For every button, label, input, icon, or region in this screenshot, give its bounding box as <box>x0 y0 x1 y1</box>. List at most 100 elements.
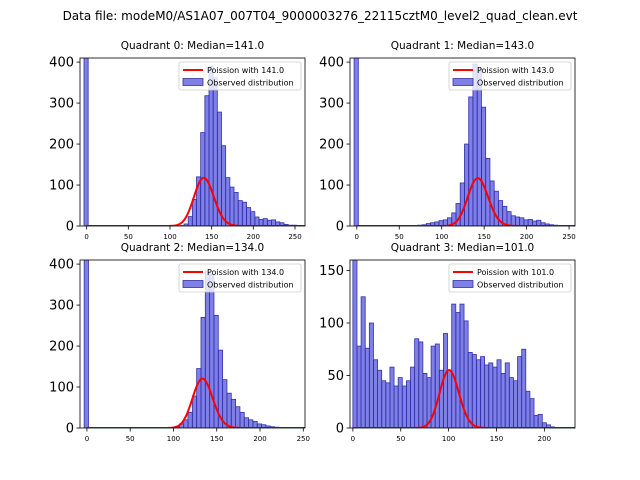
legend-bar-swatch <box>182 280 204 288</box>
x-tick-label: 250 <box>288 233 301 241</box>
histogram-bar <box>191 395 198 428</box>
histogram-bar <box>476 67 482 226</box>
histogram-bar <box>250 211 256 226</box>
poisson-curve <box>356 177 575 226</box>
histogram-bar <box>537 413 543 428</box>
histogram-bar <box>241 201 247 226</box>
y-tick-label: 0 <box>66 422 74 437</box>
histogram-bar <box>230 398 236 428</box>
histogram-bar <box>381 380 387 428</box>
histogram-bar <box>360 296 366 428</box>
panel-quadrant-1: 0 50 100 150 200 250 0 100 200 300 400 Quadrant 1: … <box>319 40 576 241</box>
histogram-bar <box>455 312 461 428</box>
legend-label-observed: Observed distribution <box>207 281 294 290</box>
x-tick-label: 0 <box>84 233 88 241</box>
poisson-curve <box>86 176 305 226</box>
y-tick-label: 0 <box>336 422 344 437</box>
x-tick-label: 50 <box>395 233 404 241</box>
histogram-bar <box>508 377 514 428</box>
axes-frame <box>79 259 306 429</box>
histogram-bar <box>187 412 193 428</box>
histogram-bar <box>414 338 420 428</box>
histogram-bar <box>225 177 231 226</box>
x-tick-label: 50 <box>396 435 405 443</box>
y-tick-label: 100 <box>49 381 74 396</box>
histogram-bar <box>418 341 424 428</box>
histogram-bar <box>248 419 254 428</box>
histogram-bar <box>196 368 202 428</box>
histogram-bar <box>373 359 378 428</box>
y-tick-label: 100 <box>319 317 344 332</box>
x-tick-label: 100 <box>442 435 455 443</box>
x-tick-label: 250 <box>562 233 575 241</box>
axes-frame <box>79 57 306 227</box>
x-tick-label: 150 <box>205 233 218 241</box>
x-tick-label: 150 <box>210 435 223 443</box>
panel-quadrant-0: 0 50 100 150 200 250 0 100 200 300 400 Quadrant 0: … <box>49 40 306 241</box>
y-tick-label: 400 <box>319 56 344 71</box>
legend-bar-swatch <box>452 78 474 86</box>
x-tick-label: 250 <box>297 435 310 443</box>
histogram-bar <box>434 343 440 428</box>
axes-frame <box>349 259 576 429</box>
x-tick-label: 200 <box>520 233 533 241</box>
x-tick-label: 200 <box>247 233 260 241</box>
histogram-bar <box>519 217 525 226</box>
y-tick-label: 300 <box>49 299 74 314</box>
histogram-bar <box>352 260 358 428</box>
y-tick-label: 300 <box>319 97 344 112</box>
histogram-bar <box>356 345 362 428</box>
histogram-bar <box>484 364 490 428</box>
histogram-bar <box>233 191 239 226</box>
plot-area <box>352 260 575 428</box>
histogram-bar <box>525 390 531 428</box>
histogram-bar <box>513 380 518 428</box>
legend-frame <box>448 61 572 91</box>
histogram-bar <box>459 182 465 226</box>
histogram-bar <box>506 211 512 226</box>
legend: Poission with 134.0 Observed distribution <box>178 263 302 293</box>
x-tick-label: 50 <box>126 435 135 443</box>
legend-label-poisson: Poission with 141.0 <box>207 66 284 75</box>
x-tick-label: 0 <box>351 435 355 443</box>
histogram-bar <box>221 145 227 226</box>
panel-title: Quadrant 1: Median=143.0 <box>391 40 534 52</box>
legend-bar-swatch <box>452 280 474 288</box>
histogram-bar <box>377 369 383 428</box>
histogram-bar <box>191 198 197 226</box>
legend-frame <box>448 263 572 293</box>
poisson-curve <box>352 369 575 428</box>
panel-title: Quadrant 2: Median=134.0 <box>121 242 264 254</box>
histogram-bar <box>500 372 506 428</box>
histogram-bar <box>496 359 502 428</box>
histogram-bar <box>364 347 370 428</box>
legend-label-poisson: Poission with 143.0 <box>477 66 554 75</box>
histogram-bar <box>83 260 89 428</box>
legend-bar-swatch <box>182 78 204 86</box>
x-tick-label: 0 <box>85 435 89 443</box>
x-tick-label: 100 <box>163 233 176 241</box>
histogram-bar <box>204 95 210 226</box>
histogram-bar <box>246 207 252 226</box>
histogram-bar <box>235 406 241 428</box>
histogram-bar <box>393 385 399 428</box>
legend: Poission with 141.0 Observed distribution <box>178 61 302 91</box>
panel-title: Quadrant 3: Median=101.0 <box>391 242 534 254</box>
histogram-bar <box>467 351 473 428</box>
histogram-bar <box>353 58 359 226</box>
legend: Poission with 143.0 Observed distribution <box>448 61 572 91</box>
x-tick-label: 0 <box>355 233 359 241</box>
legend-label-observed: Observed distribution <box>477 281 564 290</box>
histogram-bar <box>83 58 89 226</box>
legend-label-poisson: Poission with 134.0 <box>207 268 284 277</box>
histogram-bar <box>262 218 268 226</box>
x-tick-label: 50 <box>124 233 133 241</box>
histogram-bar <box>533 414 539 428</box>
histogram-bar <box>229 186 235 226</box>
histogram-bar <box>204 270 211 428</box>
histogram-bar <box>187 216 193 226</box>
histogram-bar <box>545 424 551 428</box>
histogram-bar <box>389 366 395 428</box>
legend-label-observed: Observed distribution <box>477 79 564 88</box>
histogram-bar <box>405 380 411 428</box>
